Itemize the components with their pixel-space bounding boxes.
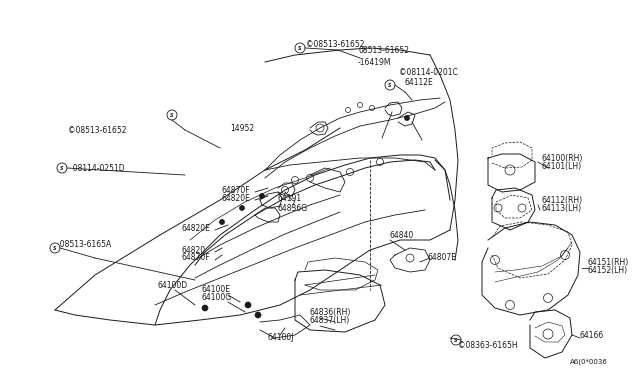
Circle shape bbox=[255, 312, 261, 318]
Text: 08513-61652: 08513-61652 bbox=[359, 45, 410, 55]
Text: 64113(LH): 64113(LH) bbox=[542, 203, 582, 212]
Text: 64100G: 64100G bbox=[202, 294, 232, 302]
Text: ©08114-0201C: ©08114-0201C bbox=[399, 67, 458, 77]
Text: 64837(LH): 64837(LH) bbox=[310, 315, 350, 324]
Circle shape bbox=[404, 115, 410, 121]
Text: 64100D: 64100D bbox=[158, 280, 188, 289]
Text: ©08513-61652: ©08513-61652 bbox=[68, 125, 127, 135]
Text: S: S bbox=[298, 45, 301, 51]
Text: 64100E: 64100E bbox=[202, 285, 231, 295]
Text: 08513-6165A: 08513-6165A bbox=[55, 240, 111, 248]
Text: S: S bbox=[170, 112, 173, 118]
Text: 14952: 14952 bbox=[230, 124, 254, 132]
Text: 64152(LH): 64152(LH) bbox=[588, 266, 628, 276]
Text: 64836G: 64836G bbox=[278, 203, 308, 212]
Text: 64820: 64820 bbox=[182, 246, 206, 254]
Text: 64101(LH): 64101(LH) bbox=[542, 161, 582, 170]
Text: 64807E: 64807E bbox=[428, 253, 457, 263]
Text: 64100J: 64100J bbox=[268, 334, 294, 343]
Text: 64870F: 64870F bbox=[222, 186, 251, 195]
Text: 64112(RH): 64112(RH) bbox=[542, 196, 583, 205]
Circle shape bbox=[202, 305, 208, 311]
Text: 64870F: 64870F bbox=[182, 253, 211, 263]
Text: 64836(RH): 64836(RH) bbox=[310, 308, 351, 317]
Circle shape bbox=[245, 302, 251, 308]
Text: 64151(RH): 64151(RH) bbox=[588, 259, 629, 267]
Text: A6(0*0036: A6(0*0036 bbox=[570, 359, 608, 365]
Text: S: S bbox=[53, 246, 57, 250]
Text: S: S bbox=[454, 337, 458, 343]
Text: 08114-0251D: 08114-0251D bbox=[68, 164, 125, 173]
Text: 64820E: 64820E bbox=[222, 193, 251, 202]
Circle shape bbox=[259, 193, 264, 199]
Text: 64820E: 64820E bbox=[182, 224, 211, 232]
Text: S: S bbox=[60, 166, 64, 170]
Text: 64100(RH): 64100(RH) bbox=[542, 154, 584, 163]
Text: S: S bbox=[388, 83, 392, 87]
Text: ©08363-6165H: ©08363-6165H bbox=[458, 341, 518, 350]
Text: 64840: 64840 bbox=[390, 231, 414, 240]
Text: ©08513-61652: ©08513-61652 bbox=[306, 39, 365, 48]
Circle shape bbox=[239, 205, 244, 211]
Circle shape bbox=[220, 219, 225, 224]
Text: 64191: 64191 bbox=[278, 193, 302, 202]
Text: -16419M: -16419M bbox=[358, 58, 392, 67]
Text: 64112E: 64112E bbox=[405, 77, 434, 87]
Text: 64166: 64166 bbox=[580, 330, 604, 340]
